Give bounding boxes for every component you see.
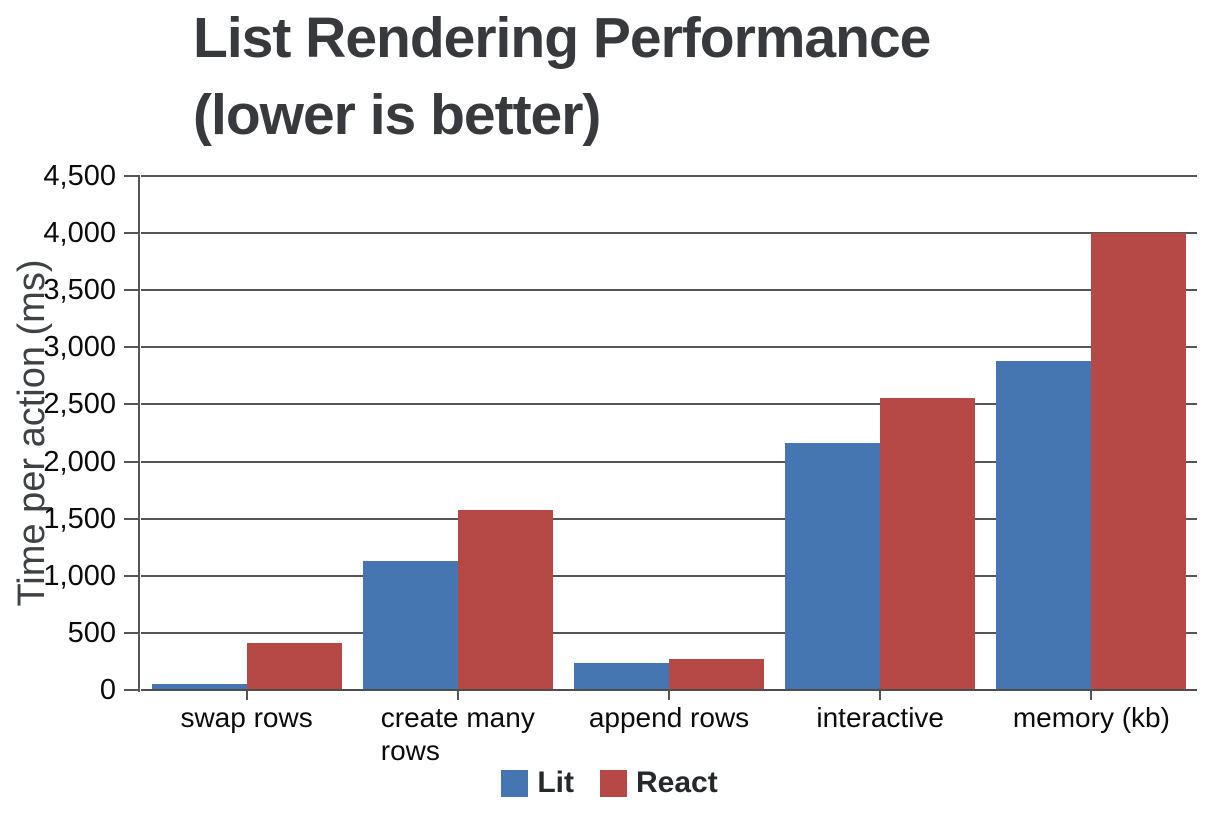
y-axis-line [138,176,140,692]
gridline-1-000 [141,574,1197,577]
y-axis-tick [124,346,140,349]
x-category-label: append rows [563,701,775,734]
gridline-4-000 [141,232,1197,235]
x-category-label: interactive [774,701,986,734]
bar-lit-swap-rows[interactable] [151,684,247,690]
gridline-3-000 [141,346,1197,349]
bar-lit-append-rows[interactable] [574,663,669,690]
y-tick-label: 0 [99,674,116,706]
bar-lit-interactive[interactable] [785,443,881,690]
gridline-2-500 [141,403,1197,406]
gridline-1-500 [141,517,1197,520]
legend-swatch-react [599,769,627,797]
legend-item-react[interactable]: React [599,766,718,800]
x-category-label-text: append rows [588,702,750,733]
y-tick-label: 3,000 [43,331,116,364]
y-axis-tick [124,574,140,577]
x-category-label-text: swap rows [180,702,313,733]
bar-react-swap-rows[interactable] [246,643,342,690]
y-axis-tick [124,403,140,406]
legend-label-react: React [635,766,718,799]
y-axis-tick [124,175,140,177]
x-category-label-text: memory (kb) [1012,702,1170,733]
x-axis-tick [879,690,882,700]
bar-lit-memory-kb[interactable] [996,361,1092,690]
x-category-label-text: interactive [816,702,944,733]
y-tick-label: 4,500 [43,160,116,192]
y-tick-label: 4,000 [43,217,116,250]
x-axis-tick [245,690,248,700]
y-axis-tick [124,517,140,520]
y-axis-title: Time per action (ms) [11,259,53,607]
y-tick-label: 1,500 [43,502,116,535]
y-axis-tick [124,232,140,235]
x-category-label: swap rows [141,701,353,734]
x-axis-line [141,689,1197,691]
y-axis-tick [124,460,140,463]
x-category-label-text: create many rows [380,702,535,766]
y-tick-label: 2,500 [43,388,116,421]
bar-react-create-many-rows[interactable] [457,509,553,690]
gridline-2-000 [141,460,1197,463]
y-tick-label: 1,000 [43,559,116,592]
y-axis-tick [124,689,140,691]
x-category-label: memory (kb) [985,701,1197,734]
legend-item-lit[interactable]: Lit [501,766,574,800]
y-axis-tick [124,289,140,292]
x-axis-tick [456,690,459,700]
legend-swatch-lit [501,769,529,797]
y-tick-label: 2,000 [43,445,116,478]
legend-label-lit: Lit [537,766,574,799]
bar-react-append-rows[interactable] [669,659,764,690]
y-tick-label: 3,500 [43,274,116,307]
legend: Lit React [0,766,1219,800]
bar-react-interactive[interactable] [880,397,976,690]
chart-title: List Rendering Performance (lower is bet… [193,6,931,147]
bar-lit-create-many-rows[interactable] [362,560,458,690]
y-axis-tick [124,631,140,634]
x-axis-tick [1090,690,1093,700]
bar-react-memory-kb[interactable] [1091,233,1187,690]
gridline-500 [141,631,1197,634]
x-category-label: create many rows [352,701,564,767]
y-tick-label: 500 [67,616,116,649]
gridline-4-500 [141,175,1197,177]
gridline-3-500 [141,289,1197,292]
x-axis-tick [668,690,670,700]
